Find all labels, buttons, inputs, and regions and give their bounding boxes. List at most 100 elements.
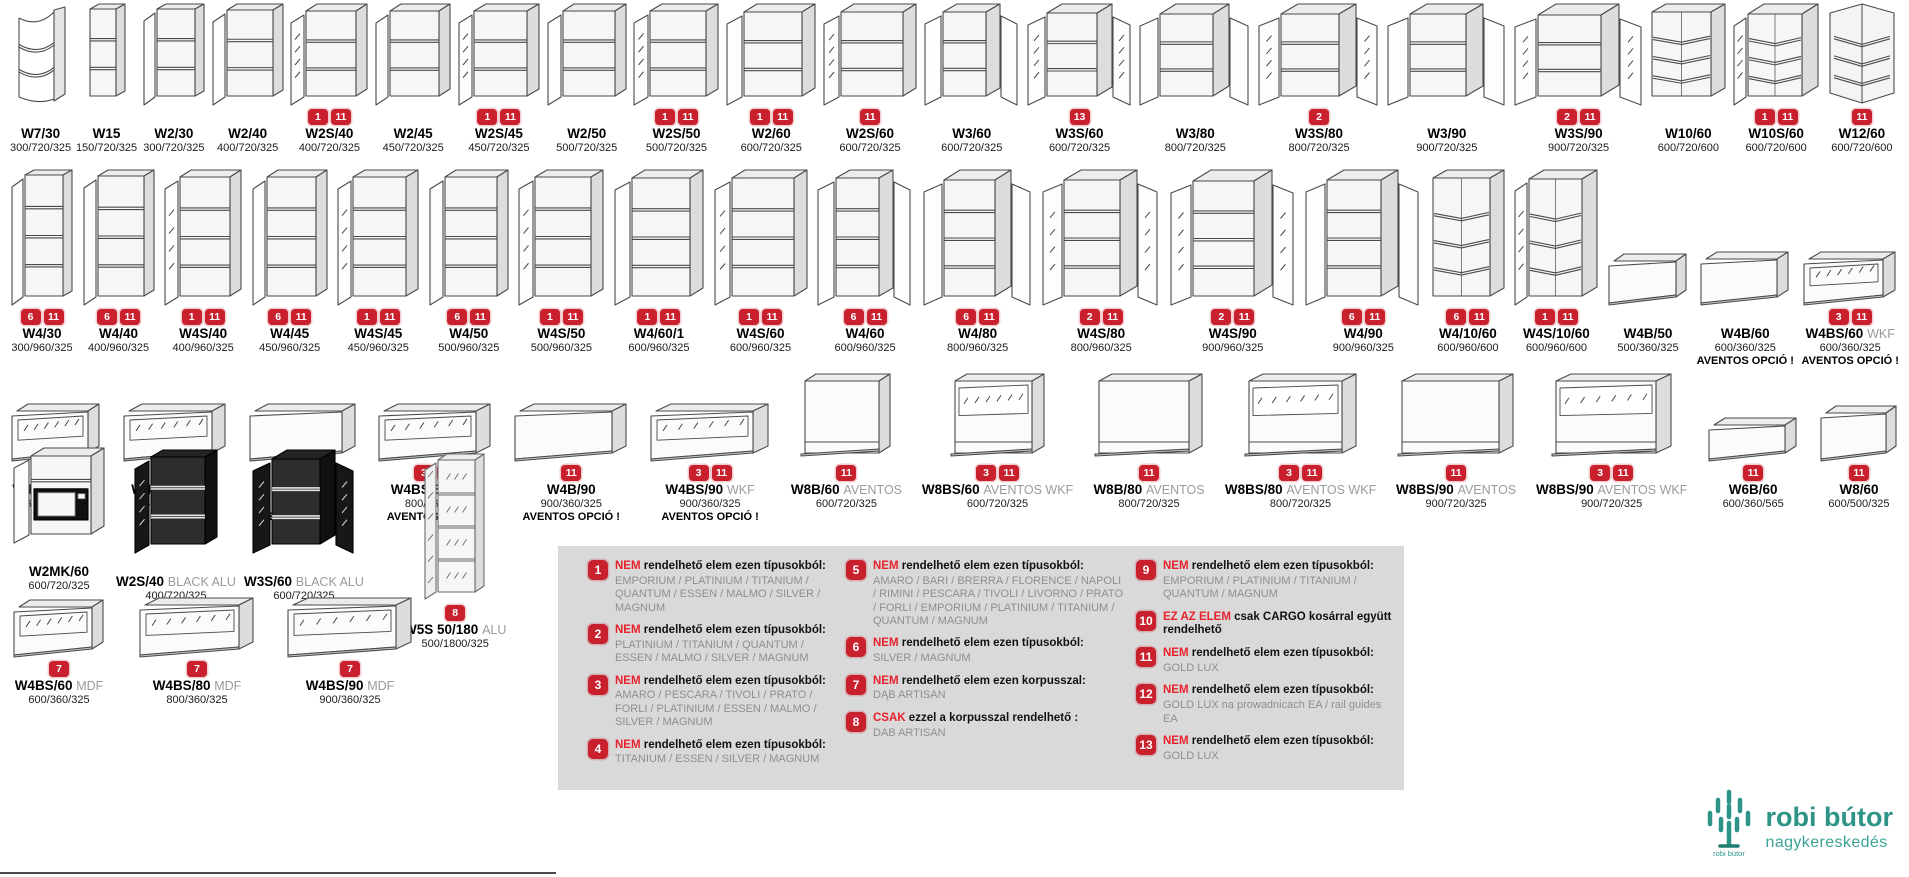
cabinet-dims: 800/960/325	[1070, 342, 1132, 354]
restriction-badge: 11	[1851, 109, 1872, 125]
cabinet-item: 11 W2S/60 600/720/325	[822, 2, 918, 168]
legend-text: NEM rendelhető elem ezen korpusszal: DĄB …	[873, 675, 1086, 703]
cabinet-model: W4BS/90	[305, 678, 364, 693]
cabinet-item: 7 W4BS/80 MDF 800/360/325	[138, 596, 256, 720]
cabinet-dims: 600/720/600	[1657, 142, 1719, 154]
restriction-badge: 11	[1469, 309, 1490, 325]
badge-row: 2 11	[1079, 307, 1123, 327]
legend-body: EMPORIUM / PLATINIUM / TITANIUM / QUANTU…	[615, 574, 821, 614]
cabinet-model: W8B/80	[1093, 482, 1143, 497]
cabinet-dims: 150/720/325	[75, 142, 138, 154]
legend-number-badge: 13	[1136, 735, 1156, 756]
cabinet-model: W4S/60	[736, 326, 785, 341]
cabinet-model: W4BS/60	[14, 678, 73, 693]
cabinet-dims: 800/720/325	[1164, 142, 1226, 154]
restriction-badge: 6	[956, 309, 977, 325]
cabinet-drawing	[163, 168, 243, 306]
cabinet-dims: 600/720/325	[941, 142, 1003, 154]
cabinet-label: W5S 50/180 ALU	[404, 622, 506, 638]
badge-row: 6 11	[97, 307, 141, 327]
cabinet-item: W3/90 900/720/325	[1386, 2, 1508, 168]
cabinet-item: W2/45 450/720/325	[374, 2, 452, 168]
badge-row: 1 11	[749, 107, 793, 127]
logo-text: robi bútor nagykereskedés	[1765, 803, 1893, 852]
legend-heading-rest: rendelhető elem ezen korpusszal:	[901, 674, 1086, 687]
restriction-badge: 11	[1557, 309, 1578, 325]
cabinet-item: W10/60 600/720/600	[1649, 2, 1727, 168]
cabinet-model: W15	[92, 126, 121, 141]
cabinet-dims: 900/720/325	[1548, 142, 1610, 154]
cabinet-model: W4BS/90	[665, 482, 724, 497]
cabinet-model: W8B/60	[790, 482, 840, 497]
legend-item: 6 NEM rendelhető elem ezen típusokból: SIL…	[846, 637, 1124, 665]
logo-subtitle: nagykereskedés	[1765, 833, 1888, 851]
cabinet-drawing	[1243, 372, 1359, 462]
legend-item: 10 EZ AZ ELEM csak CARGO kosárral együtt …	[1136, 610, 1392, 639]
legend-heading-rest: rendelhető elem ezen típusokból:	[901, 560, 1084, 572]
legend-item: 1 NEM rendelhető elem ezen típusokból: EMP…	[588, 560, 840, 615]
cabinet-label: W8B/80 AVENTOS	[1093, 482, 1204, 498]
cabinet-label: W6B/60	[1729, 482, 1778, 498]
logo-icon-caption: robi bútor	[1713, 849, 1745, 858]
cabinet-drawing	[1041, 168, 1161, 306]
restriction-badge: 1	[356, 309, 377, 325]
restriction-badge: 11	[1446, 465, 1467, 481]
cabinet-item: 11 W4B/90 900/360/325 AVENTOS OPCIÓ !	[513, 402, 629, 524]
restriction-badge: 3	[976, 465, 997, 481]
cabinet-label: W4/60/1	[634, 326, 684, 342]
restriction-badge: 11	[1102, 309, 1123, 325]
cabinet-item: 2 W3S/80 800/720/325	[1257, 2, 1381, 168]
cabinet-drawing	[138, 596, 256, 658]
cabinet-drawing	[1513, 168, 1599, 306]
cabinet-label: W3S/60	[1056, 126, 1104, 142]
cabinet-model: W2/60	[751, 126, 791, 141]
legend-heading: NEM rendelhető elem ezen típusokból:	[873, 560, 1124, 574]
legend-column-3: 9 NEM rendelhető elem ezen típusokból: EMP…	[1136, 560, 1392, 772]
cabinet-drawing	[1607, 252, 1689, 306]
cabinet-label: W4/30	[22, 326, 61, 342]
badge-row: 11	[836, 463, 857, 483]
cabinet-item: 6 11 W4/45 450/960/325	[251, 168, 329, 368]
cabinet-drawing	[1257, 2, 1381, 106]
legend-heading-rest: rendelhető elem ezen típusokból:	[1191, 560, 1374, 572]
restriction-badge: 11	[1234, 309, 1255, 325]
cabinet-drawing	[922, 168, 1034, 306]
cabinet-item: W2/30 300/720/325	[142, 2, 206, 168]
cabinet-drawing	[12, 2, 70, 106]
cabinet-drawing	[1138, 2, 1252, 106]
cabinet-model: W8BS/90	[1535, 482, 1594, 497]
cabinet-dims: 600/360/565	[1722, 498, 1784, 510]
restriction-badge: 11	[999, 465, 1020, 481]
legend-heading-keyword: NEM	[615, 738, 641, 751]
cabinet-drawing	[428, 168, 510, 306]
cabinet-drawing	[286, 596, 414, 658]
restriction-badge: 1	[749, 109, 770, 125]
cabinet-model: W4BS/80	[152, 678, 211, 693]
badge-row: 7	[187, 659, 207, 679]
badge-row: 11	[561, 463, 582, 483]
badge-row: 6 11	[1446, 307, 1490, 327]
cabinet-drawing	[613, 168, 705, 306]
legend-heading-rest: rendelhető elem ezen típusokból:	[643, 738, 826, 751]
badge-row: 1 11	[1754, 107, 1798, 127]
cabinet-model: W10/60	[1665, 126, 1712, 141]
cabinet-drawing	[517, 168, 605, 306]
cabinet-drawing	[513, 402, 629, 462]
legend-number-badge: 11	[1136, 647, 1156, 668]
cabinet-item: 6 11 W4/60 600/960/325	[816, 168, 914, 368]
badge-row: 7	[49, 659, 69, 679]
restriction-badge: 11	[330, 109, 351, 125]
cabinet-drawing	[251, 448, 357, 554]
cabinet-drawing	[1732, 2, 1820, 106]
badge-row: 1 11	[739, 307, 782, 327]
cabinet-drawing	[725, 2, 817, 106]
cabinet-model: W2/45	[393, 126, 433, 141]
cabinet-row-960: 6 11 W4/30 300/960/325 6 11 W4/40 400/960/325 1 1…	[0, 168, 1909, 368]
cabinet-label: W3/60	[952, 126, 991, 142]
cabinet-item: 11 W8BS/90 AVENTOS 900/720/325	[1396, 372, 1516, 524]
cabinet-item: 1 11 W2S/45 450/720/325	[457, 2, 541, 168]
cabinet-drawing	[649, 402, 771, 462]
legend-heading: NEM rendelhető elem ezen korpusszal:	[873, 675, 1086, 689]
legend-heading-keyword: EZ AZ ELEM	[1163, 610, 1231, 623]
